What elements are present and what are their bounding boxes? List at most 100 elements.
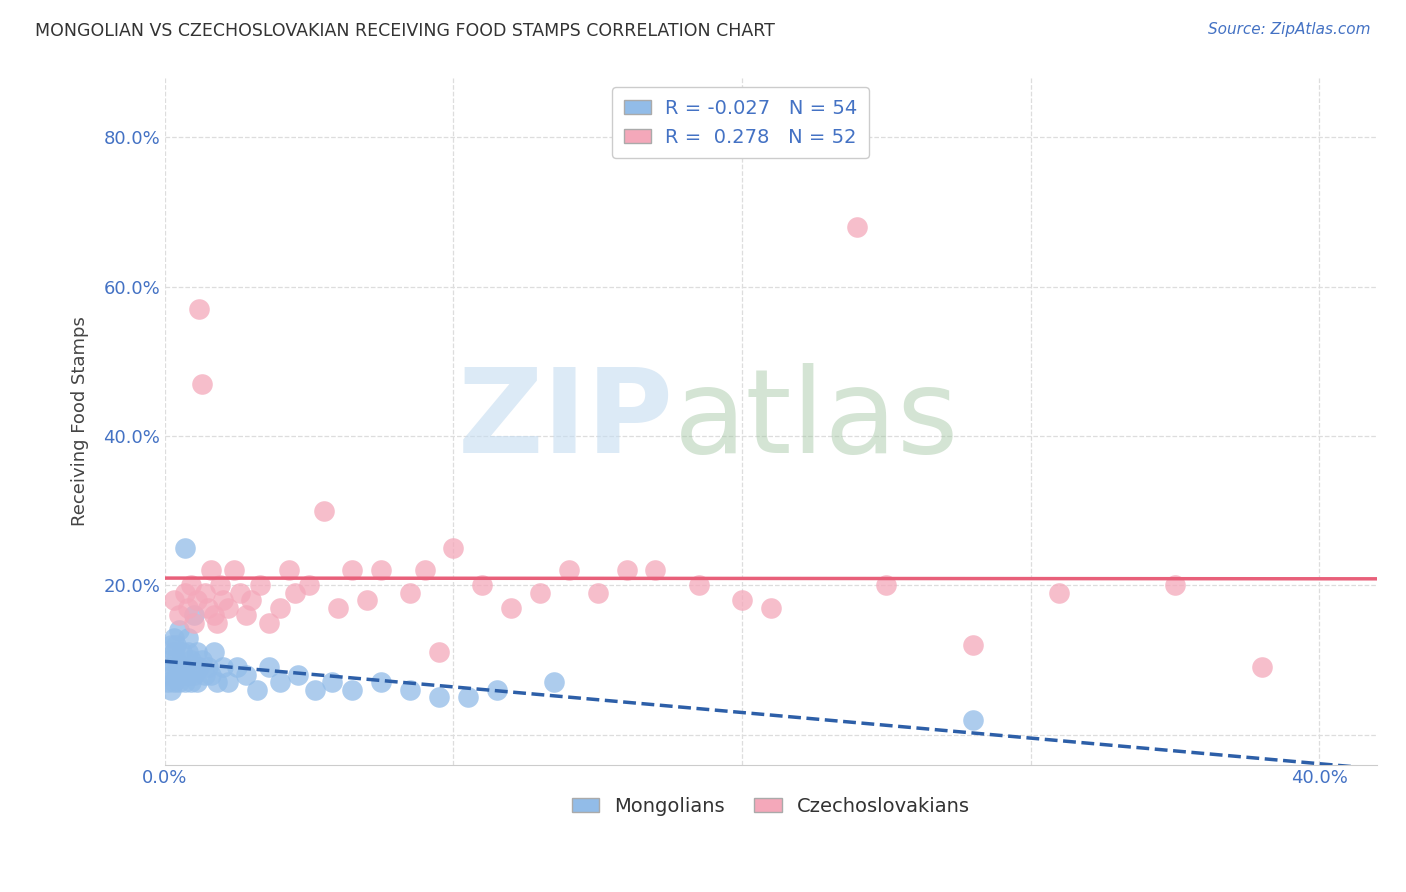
Point bbox=[191, 653, 214, 667]
Point bbox=[224, 563, 246, 577]
Point bbox=[229, 586, 252, 600]
Point bbox=[257, 615, 280, 630]
Point bbox=[200, 668, 222, 682]
Point bbox=[235, 668, 257, 682]
Point bbox=[169, 623, 191, 637]
Point bbox=[200, 563, 222, 577]
Point bbox=[197, 660, 219, 674]
Point bbox=[180, 653, 202, 667]
Point bbox=[208, 578, 231, 592]
Point bbox=[731, 593, 754, 607]
Point bbox=[183, 608, 205, 623]
Point bbox=[304, 682, 326, 697]
Point bbox=[156, 653, 179, 667]
Point bbox=[211, 593, 233, 607]
Point bbox=[169, 675, 191, 690]
Point bbox=[202, 608, 225, 623]
Point bbox=[186, 675, 208, 690]
Point bbox=[226, 660, 249, 674]
Text: Source: ZipAtlas.com: Source: ZipAtlas.com bbox=[1208, 22, 1371, 37]
Point bbox=[443, 541, 465, 555]
Point bbox=[269, 600, 291, 615]
Point bbox=[312, 503, 335, 517]
Point bbox=[1049, 586, 1071, 600]
Point bbox=[278, 563, 301, 577]
Point bbox=[269, 675, 291, 690]
Point bbox=[174, 675, 197, 690]
Point bbox=[162, 675, 184, 690]
Point bbox=[257, 660, 280, 674]
Point bbox=[194, 586, 217, 600]
Point bbox=[205, 675, 228, 690]
Point bbox=[180, 675, 202, 690]
Point bbox=[183, 668, 205, 682]
Point bbox=[342, 682, 364, 697]
Point bbox=[471, 578, 494, 592]
Point bbox=[543, 675, 565, 690]
Point bbox=[529, 586, 551, 600]
Point bbox=[194, 668, 217, 682]
Text: atlas: atlas bbox=[673, 363, 959, 478]
Point bbox=[162, 660, 184, 674]
Point bbox=[1164, 578, 1187, 592]
Point bbox=[205, 615, 228, 630]
Text: MONGOLIAN VS CZECHOSLOVAKIAN RECEIVING FOOD STAMPS CORRELATION CHART: MONGOLIAN VS CZECHOSLOVAKIAN RECEIVING F… bbox=[35, 22, 775, 40]
Point bbox=[177, 631, 200, 645]
Point bbox=[172, 668, 194, 682]
Point bbox=[211, 660, 233, 674]
Point bbox=[169, 660, 191, 674]
Point bbox=[457, 690, 479, 705]
Point bbox=[159, 682, 181, 697]
Point bbox=[399, 682, 422, 697]
Point bbox=[180, 578, 202, 592]
Point bbox=[846, 219, 869, 234]
Point bbox=[177, 600, 200, 615]
Point bbox=[356, 593, 378, 607]
Point bbox=[249, 578, 271, 592]
Point bbox=[162, 645, 184, 659]
Point bbox=[188, 660, 211, 674]
Point bbox=[246, 682, 269, 697]
Point bbox=[342, 563, 364, 577]
Point bbox=[217, 675, 239, 690]
Point bbox=[191, 376, 214, 391]
Point bbox=[156, 675, 179, 690]
Point bbox=[174, 586, 197, 600]
Point bbox=[962, 638, 984, 652]
Point bbox=[177, 645, 200, 659]
Point bbox=[558, 563, 581, 577]
Point bbox=[202, 645, 225, 659]
Point bbox=[162, 631, 184, 645]
Point bbox=[485, 682, 508, 697]
Point bbox=[165, 668, 187, 682]
Point bbox=[172, 645, 194, 659]
Point bbox=[370, 675, 392, 690]
Point bbox=[321, 675, 343, 690]
Point bbox=[427, 645, 450, 659]
Legend: Mongolians, Czechoslovakians: Mongolians, Czechoslovakians bbox=[564, 789, 977, 823]
Point bbox=[197, 600, 219, 615]
Point bbox=[759, 600, 782, 615]
Point bbox=[413, 563, 436, 577]
Point bbox=[616, 563, 638, 577]
Point bbox=[169, 608, 191, 623]
Point bbox=[162, 593, 184, 607]
Point bbox=[586, 586, 609, 600]
Point bbox=[165, 638, 187, 652]
Point bbox=[159, 638, 181, 652]
Point bbox=[326, 600, 349, 615]
Point bbox=[186, 645, 208, 659]
Point bbox=[501, 600, 523, 615]
Point bbox=[1250, 660, 1272, 674]
Point bbox=[188, 301, 211, 316]
Point bbox=[177, 668, 200, 682]
Point bbox=[427, 690, 450, 705]
Point bbox=[399, 586, 422, 600]
Point bbox=[174, 660, 197, 674]
Text: ZIP: ZIP bbox=[458, 363, 673, 478]
Point bbox=[217, 600, 239, 615]
Point bbox=[235, 608, 257, 623]
Point bbox=[165, 653, 187, 667]
Point bbox=[688, 578, 710, 592]
Point bbox=[644, 563, 666, 577]
